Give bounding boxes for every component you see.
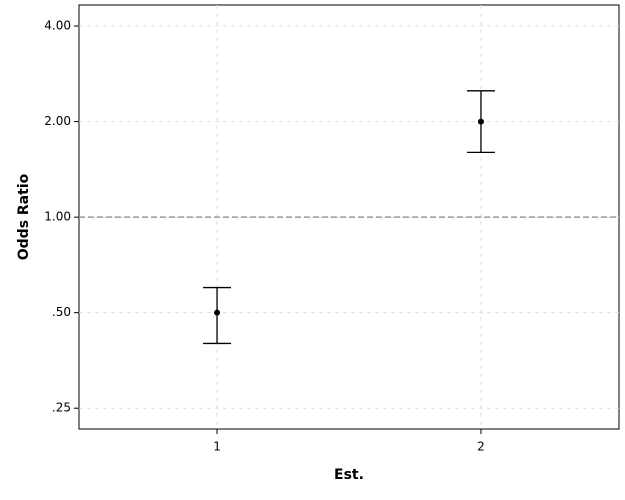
x-tick-label: 1 [213,440,221,454]
y-tick-label: .25 [52,401,71,415]
x-tick-label: 2 [477,440,485,454]
x-axis-title: Est. [334,467,364,483]
y-tick-label: .50 [52,305,71,319]
y-tick-label: 4.00 [44,19,71,33]
y-tick-label: 2.00 [44,114,71,128]
point [477,118,484,125]
y-axis-title: Odds Ratio [16,173,32,260]
y-tick-label: 1.00 [44,210,71,224]
point [214,309,221,316]
